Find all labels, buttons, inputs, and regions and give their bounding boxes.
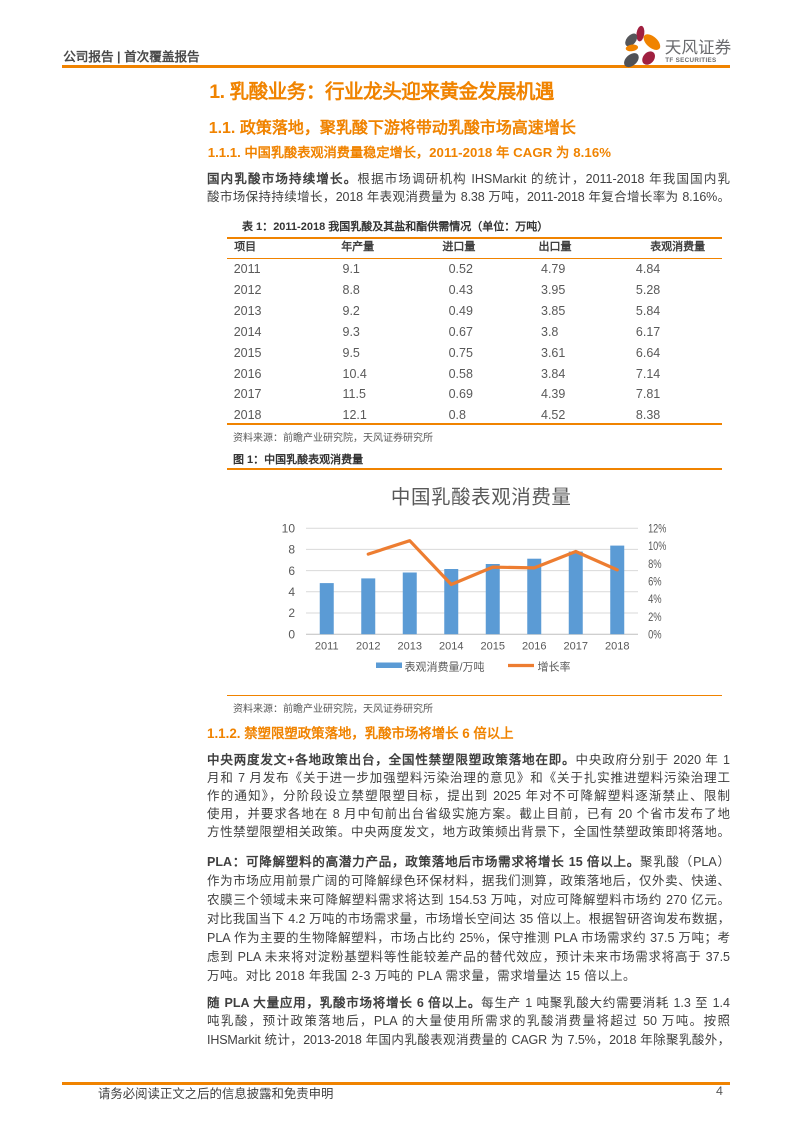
svg-text:2018: 2018 xyxy=(605,640,629,652)
svg-text:2011: 2011 xyxy=(315,640,339,652)
svg-text:2017: 2017 xyxy=(564,640,588,652)
svg-text:2012: 2012 xyxy=(356,640,380,652)
svg-text:增长率: 增长率 xyxy=(538,659,571,673)
svg-text:6%: 6% xyxy=(648,575,662,589)
svg-text:12%: 12% xyxy=(648,522,667,536)
svg-text:2016: 2016 xyxy=(522,640,546,652)
svg-text:8: 8 xyxy=(288,543,295,557)
svg-text:4: 4 xyxy=(288,585,295,599)
svg-text:8%: 8% xyxy=(648,557,662,571)
svg-text:2013: 2013 xyxy=(398,640,422,652)
svg-text:4%: 4% xyxy=(648,592,662,606)
svg-text:表观消费量/万吨: 表观消费量/万吨 xyxy=(405,659,485,673)
svg-text:10%: 10% xyxy=(648,539,667,553)
svg-text:10: 10 xyxy=(282,521,296,535)
svg-text:0: 0 xyxy=(288,627,295,641)
svg-text:2015: 2015 xyxy=(481,640,505,652)
svg-text:2%: 2% xyxy=(648,610,662,624)
svg-text:6: 6 xyxy=(288,564,295,578)
svg-text:0%: 0% xyxy=(648,628,662,642)
svg-text:中国乳酸表观消费量: 中国乳酸表观消费量 xyxy=(391,486,571,508)
svg-text:2014: 2014 xyxy=(439,640,463,652)
svg-text:2: 2 xyxy=(288,606,295,620)
